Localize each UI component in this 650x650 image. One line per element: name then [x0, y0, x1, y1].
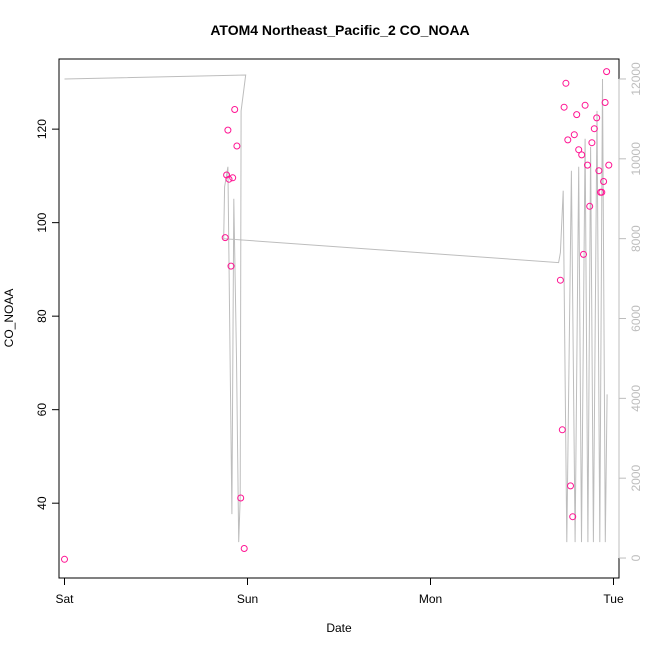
y-axis-label: CO_NOAA: [2, 289, 16, 348]
y2-tick-label: 12000: [629, 62, 643, 96]
y-tick-label: 40: [35, 496, 49, 510]
y2-tick-label: 10000: [629, 142, 643, 176]
y2-tick-label: 4000: [629, 385, 643, 412]
y-tick-label: 100: [35, 212, 49, 232]
data-point: [580, 250, 587, 258]
data-point: [573, 111, 581, 119]
x-axis: Sat Sun Mon Tue: [55, 577, 624, 606]
data-point: [567, 482, 574, 490]
data-point: [556, 276, 564, 284]
data-point: [586, 202, 594, 210]
data-point: [560, 103, 568, 111]
data-point: [595, 167, 603, 175]
x-axis-label: Date: [326, 621, 352, 635]
data-point: [564, 136, 572, 144]
y2-tick-label: 0: [629, 554, 643, 561]
x-tick-label: Tue: [603, 592, 624, 606]
data-point: [593, 114, 601, 122]
data-point: [584, 161, 591, 169]
data-point: [231, 106, 239, 113]
data-point: [578, 151, 586, 159]
data-point: [590, 125, 598, 133]
y2-tick-label: 8000: [629, 225, 643, 252]
data-point: [603, 68, 611, 76]
y2-tick-label: 2000: [629, 465, 643, 492]
data-point: [605, 161, 613, 169]
data-point: [562, 79, 570, 87]
data-point: [221, 234, 229, 242]
x-tick-label: Sun: [237, 592, 258, 606]
secondary-line-layer: [64, 74, 608, 543]
right-axis: 0 2000 4000 6000 8000 10000 12000: [618, 62, 643, 561]
data-point: [558, 426, 566, 434]
data-point: [598, 188, 606, 196]
data-point: [600, 178, 608, 185]
y2-tick-label: 6000: [629, 305, 643, 332]
y-tick-label: 120: [35, 119, 49, 139]
data-point: [229, 174, 237, 182]
data-point: [575, 146, 583, 154]
data-point: [570, 131, 578, 139]
data-point: [233, 142, 241, 150]
chart-title: ATOM4 Northeast_Pacific_2 CO_NOAA: [210, 22, 469, 38]
data-point: [601, 99, 609, 106]
data-point: [588, 139, 596, 147]
data-point: [227, 262, 235, 270]
plot-frame: [58, 58, 620, 579]
secondary-series-line: [64, 74, 608, 543]
y-tick-label: 80: [35, 309, 49, 323]
data-point: [569, 513, 577, 521]
data-point: [224, 126, 232, 134]
data-point: [240, 545, 248, 552]
left-axis: 40 60 80 100 120: [35, 119, 60, 510]
y-tick-label: 60: [35, 403, 49, 417]
x-tick-label: Mon: [419, 592, 442, 606]
points-layer: [61, 68, 613, 563]
data-point: [581, 101, 589, 109]
data-point: [61, 555, 68, 563]
data-point: [237, 494, 245, 502]
data-point: [225, 175, 233, 183]
x-tick-label: Sat: [55, 592, 74, 606]
